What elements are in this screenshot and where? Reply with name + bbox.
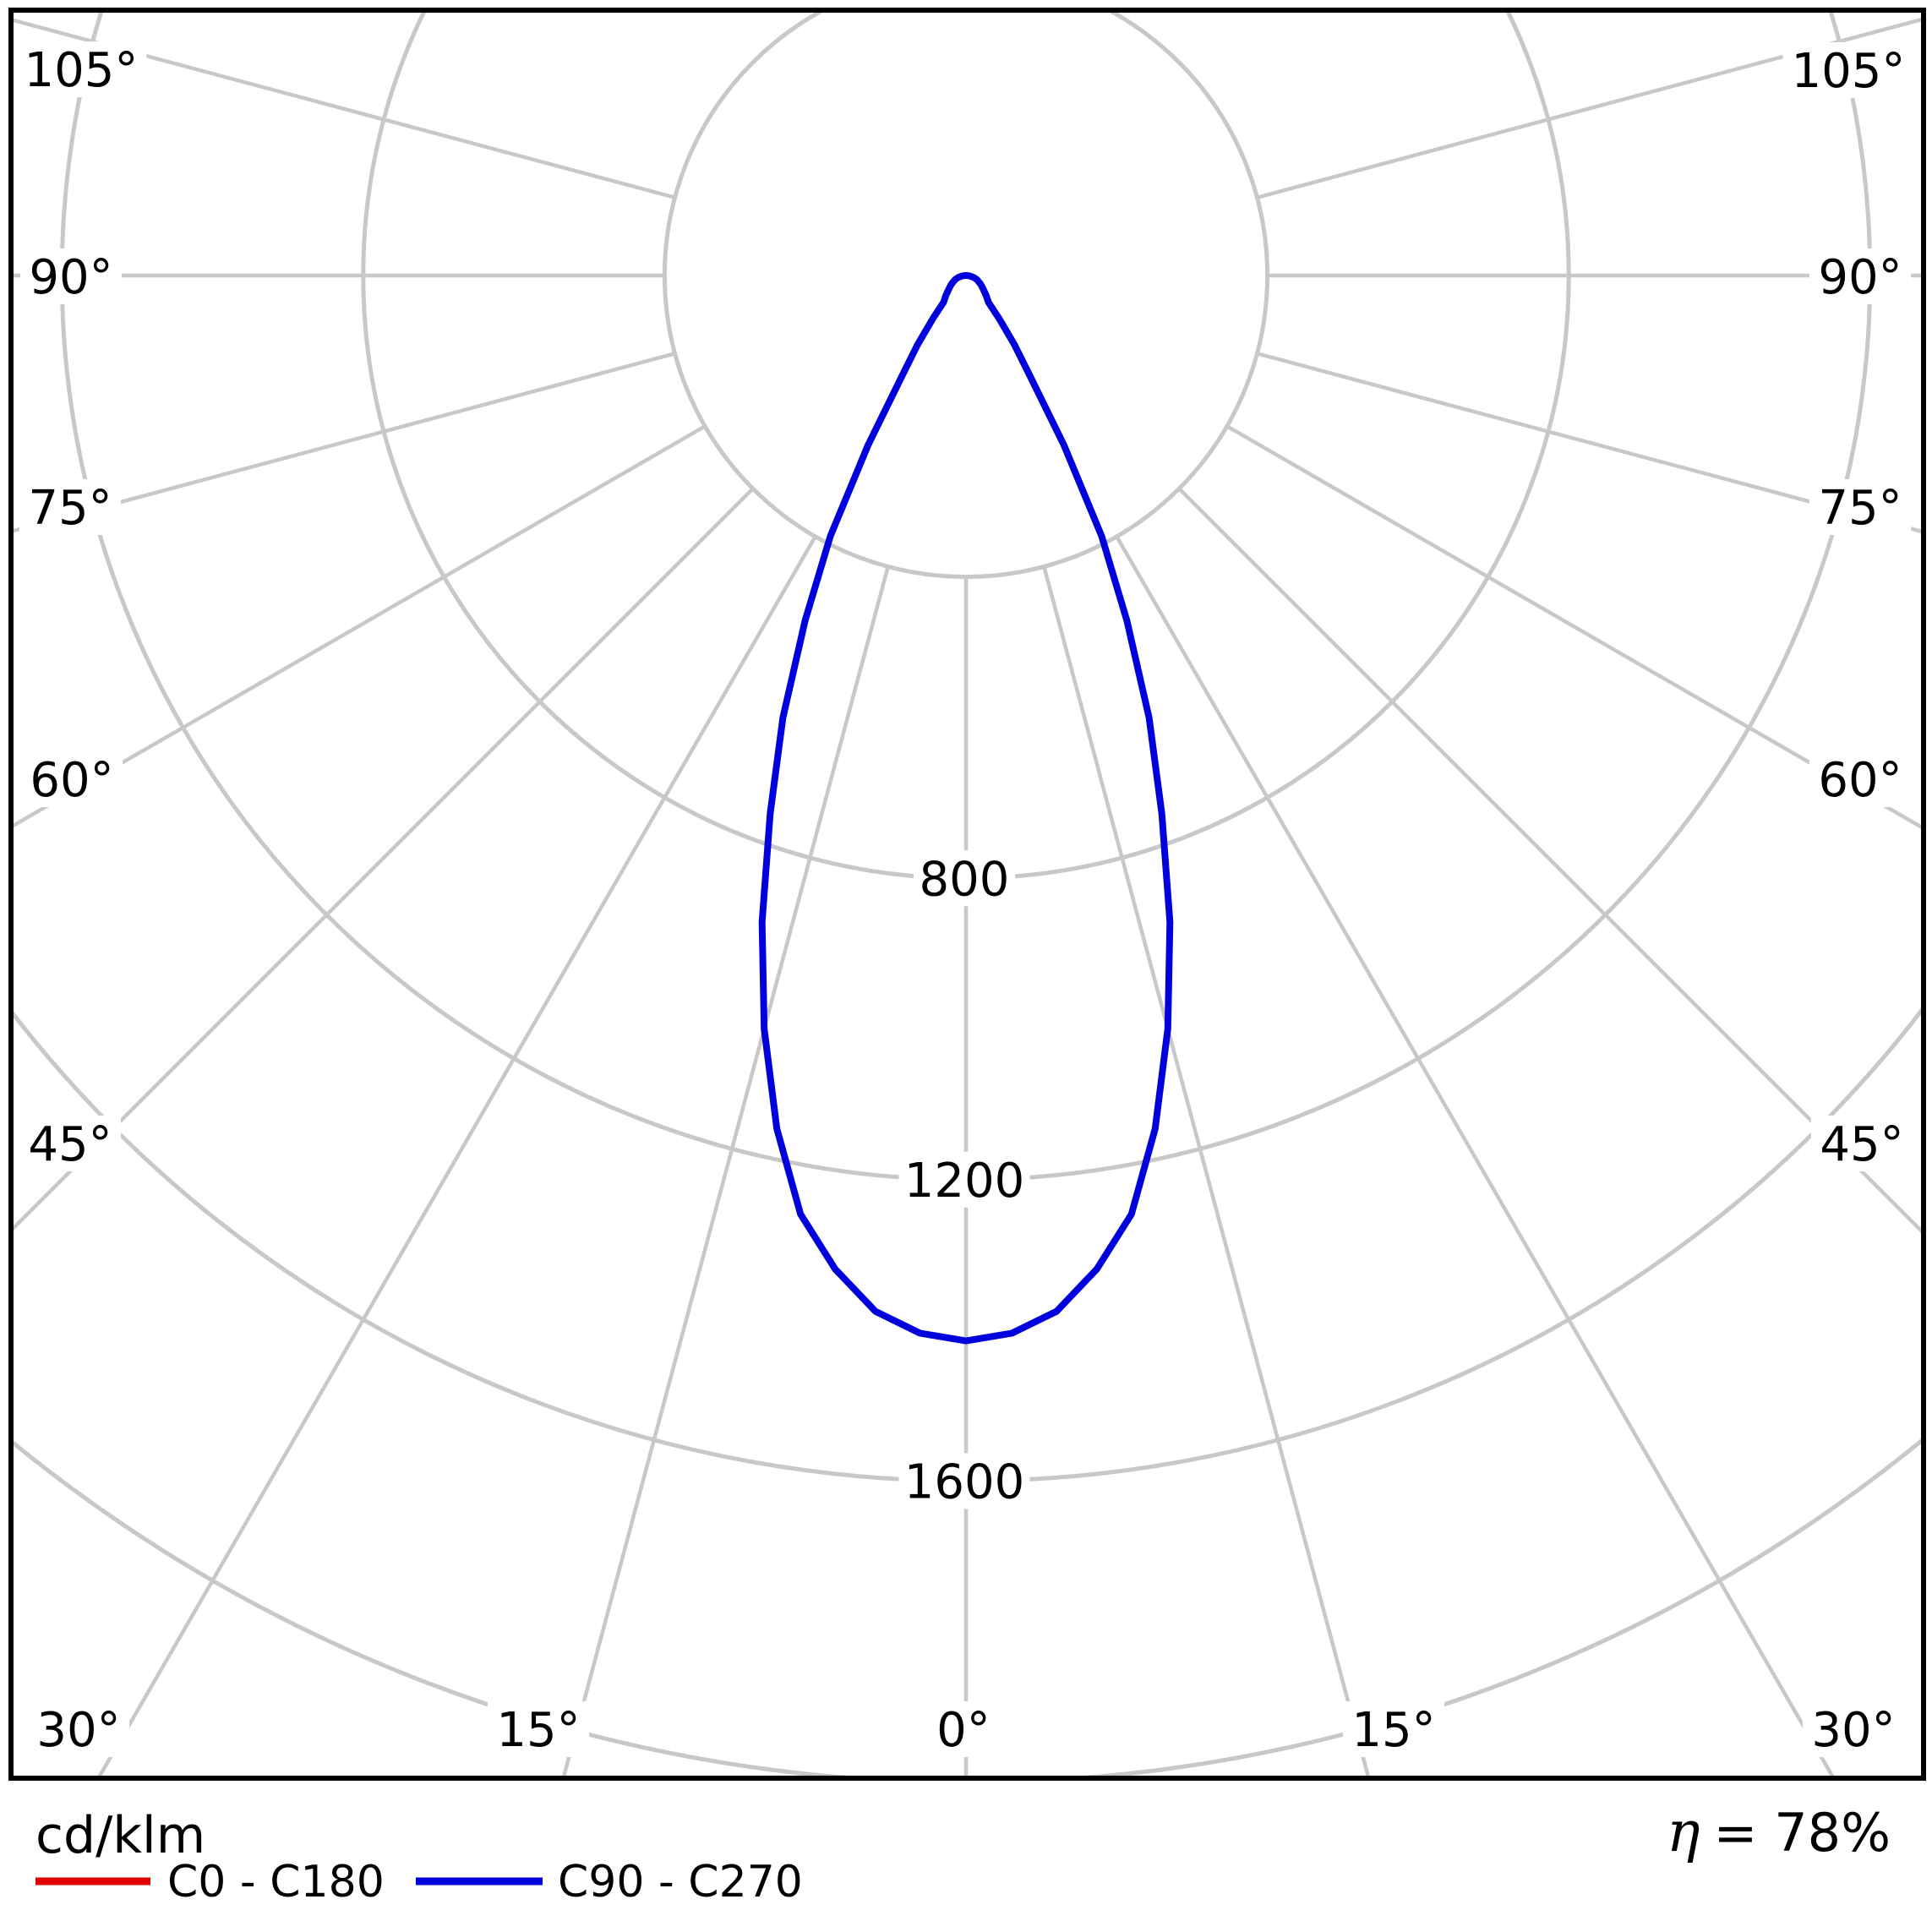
angle-label-bottom-3-bg — [1342, 1700, 1445, 1758]
axis-labels: 105° 90° 75° 60° 45° 105° 90° 75° 60° 45° 30° 15° 0°… — [15, 41, 1914, 1758]
plot-border — [8, 8, 1926, 1781]
angle-label-left-45°-text: 45° — [28, 1117, 112, 1172]
angle-label-bottom-2-text: 0° — [936, 1703, 991, 1758]
angle-label-bottom-1-text: 15° — [496, 1703, 580, 1758]
angle-label-bottom-4: 30° — [1802, 1700, 1905, 1758]
angle-label-left-60°-bg — [20, 750, 123, 808]
angle-label-right-60°: 60° — [1809, 750, 1912, 808]
angle-label-left-105°-text: 105° — [25, 43, 139, 98]
angle-label-right-75°: 75° — [1809, 478, 1912, 536]
grid-ray-right-60 — [1225, 424, 1924, 831]
angle-label-bottom-1-bg — [487, 1700, 590, 1758]
angle-label-right-90°: 90° — [1809, 248, 1912, 305]
angle-label-left-60°-text: 60° — [30, 753, 113, 808]
angle-label-bottom-0-text: 30° — [36, 1703, 120, 1758]
legend-label-c0-c180: C0 - C180 — [167, 1857, 385, 1907]
legend-label-c90-c270: C90 - C270 — [558, 1857, 803, 1907]
angle-label-right-75°-bg — [1809, 478, 1912, 536]
grid-ray-left-30 — [96, 535, 817, 1778]
angle-label-left-90°: 90° — [19, 248, 123, 305]
angle-label-right-45°-bg — [1810, 1115, 1913, 1172]
ring-label-1600-bg — [898, 1453, 1030, 1509]
angle-label-bottom-4-bg — [1802, 1700, 1905, 1758]
angle-label-left-60°: 60° — [20, 750, 123, 808]
angle-label-left-105°-bg — [15, 41, 147, 98]
angle-label-left-90°-text: 90° — [29, 250, 112, 305]
grid-ray-right-75 — [1256, 352, 1924, 534]
angle-label-bottom-3: 15° — [1342, 1700, 1445, 1758]
legend: C0 - C180 C90 - C270 — [35, 1857, 803, 1907]
ring-label-800-text: 800 — [920, 852, 1010, 907]
angle-label-bottom-2: 0° — [927, 1700, 1000, 1758]
angle-label-right-60°-bg — [1809, 750, 1912, 808]
efficiency-symbol: η — [1667, 1799, 1700, 1864]
angle-label-right-105°-bg — [1782, 41, 1914, 99]
angle-label-left-75°-text: 75° — [28, 481, 112, 536]
grid-ray-left-15 — [561, 565, 890, 1778]
intensity-curves — [758, 272, 1174, 1345]
angle-label-right-105°-text: 105° — [1792, 44, 1906, 99]
chart-footer: cd/klm η = 78% C0 - C180 C90 - C270 — [35, 1799, 1891, 1907]
angle-label-right-75°-text: 75° — [1818, 481, 1902, 536]
angle-label-right-90°-bg — [1809, 248, 1912, 305]
angle-label-left-75°-bg — [19, 478, 122, 536]
grid-ray-right-15 — [1042, 565, 1371, 1778]
angle-label-left-105°: 105° — [15, 41, 147, 98]
angle-label-left-75°: 75° — [19, 478, 122, 536]
angle-label-bottom-3-text: 15° — [1351, 1703, 1435, 1758]
ring-label-800: 800 — [913, 850, 1016, 907]
angle-label-bottom-0: 30° — [27, 1700, 130, 1758]
grid-ray-right-105 — [1256, 17, 1924, 199]
angle-label-right-45°-text: 45° — [1820, 1117, 1903, 1172]
angle-label-right-60°-text: 60° — [1818, 753, 1902, 808]
efficiency-label: η = 78% — [1667, 1799, 1891, 1864]
grid-ray-left-75 — [11, 352, 676, 534]
grid-ring-400 — [663, 10, 1269, 579]
efficiency-value: = 78% — [1714, 1802, 1891, 1864]
angle-label-left-45°: 45° — [19, 1115, 122, 1172]
ring-label-1200-text: 1200 — [904, 1154, 1025, 1209]
angle-label-left-45°-bg — [19, 1115, 122, 1172]
angle-label-right-105°: 105° — [1782, 41, 1914, 99]
angle-label-left-90°-bg — [19, 248, 123, 305]
grid-ray-right-30 — [1115, 535, 1836, 1778]
angle-label-bottom-0-bg — [27, 1700, 130, 1758]
ring-label-1600: 1600 — [898, 1453, 1030, 1510]
angle-label-bottom-4-text: 30° — [1811, 1703, 1895, 1758]
ring-label-1600-text: 1600 — [904, 1455, 1025, 1510]
angle-label-right-90°-text: 90° — [1818, 250, 1902, 305]
grid-ray-left-45 — [11, 487, 755, 1234]
angle-label-bottom-1: 15° — [487, 1700, 590, 1758]
grid-ray-left-105 — [11, 17, 676, 199]
curve-C90-C270 — [758, 272, 1174, 1345]
units-label: cd/klm — [35, 1806, 205, 1865]
angle-label-right-45°: 45° — [1810, 1115, 1913, 1172]
ring-label-800-bg — [913, 850, 1016, 907]
ring-label-1200: 1200 — [898, 1151, 1030, 1209]
angle-label-bottom-2-bg — [927, 1700, 1000, 1758]
grid-ray-right-45 — [1177, 487, 1924, 1236]
grid-ray-left-60 — [11, 424, 707, 830]
ring-label-1200-bg — [898, 1151, 1030, 1208]
